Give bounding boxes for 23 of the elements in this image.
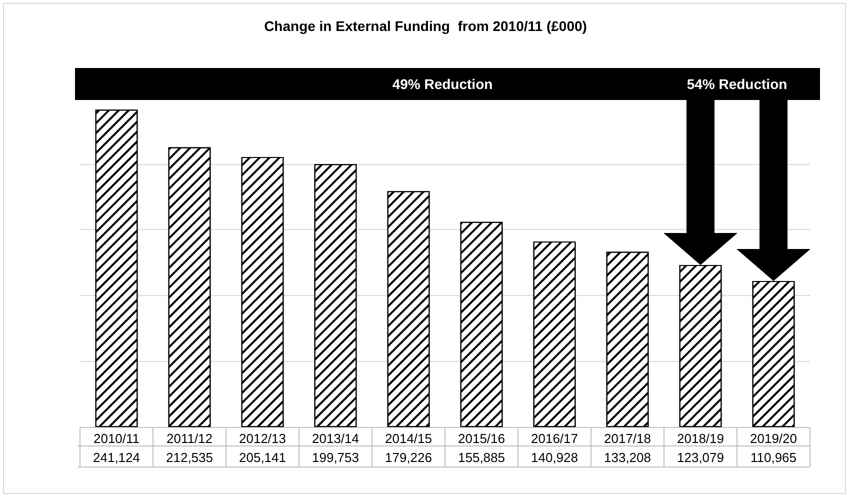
x-tick-label: 2016/17	[531, 431, 578, 446]
x-tick-label: 2010/11	[93, 431, 140, 446]
x-tick-label: 2014/15	[385, 431, 432, 446]
data-label: 133,208	[604, 450, 651, 465]
x-tick-label: 2015/16	[458, 431, 505, 446]
chart-title: Change in External Funding from 2010/11 (£000)	[264, 18, 587, 34]
data-label: 110,965	[750, 450, 797, 465]
x-tick-label: 2011/12	[166, 431, 213, 446]
x-tick-label: 2013/14	[312, 431, 359, 446]
data-label: 212,535	[166, 450, 213, 465]
data-label: 205,141	[239, 450, 286, 465]
data-label: 179,226	[385, 450, 432, 465]
data-label: 241,124	[93, 450, 140, 465]
text: 49% Reduction	[392, 76, 493, 92]
x-tick-label: 2019/20	[750, 431, 797, 446]
x-tick-label: 2017/18	[604, 431, 651, 446]
data-label: 199,753	[312, 450, 359, 465]
data-label: 140,928	[531, 450, 578, 465]
x-tick-label: 2012/13	[239, 431, 286, 446]
data-label: 123,079	[677, 450, 724, 465]
x-tick-label: 2018/19	[677, 431, 724, 446]
text: 54% Reduction	[686, 76, 788, 92]
data-label: 155,885	[458, 450, 505, 465]
